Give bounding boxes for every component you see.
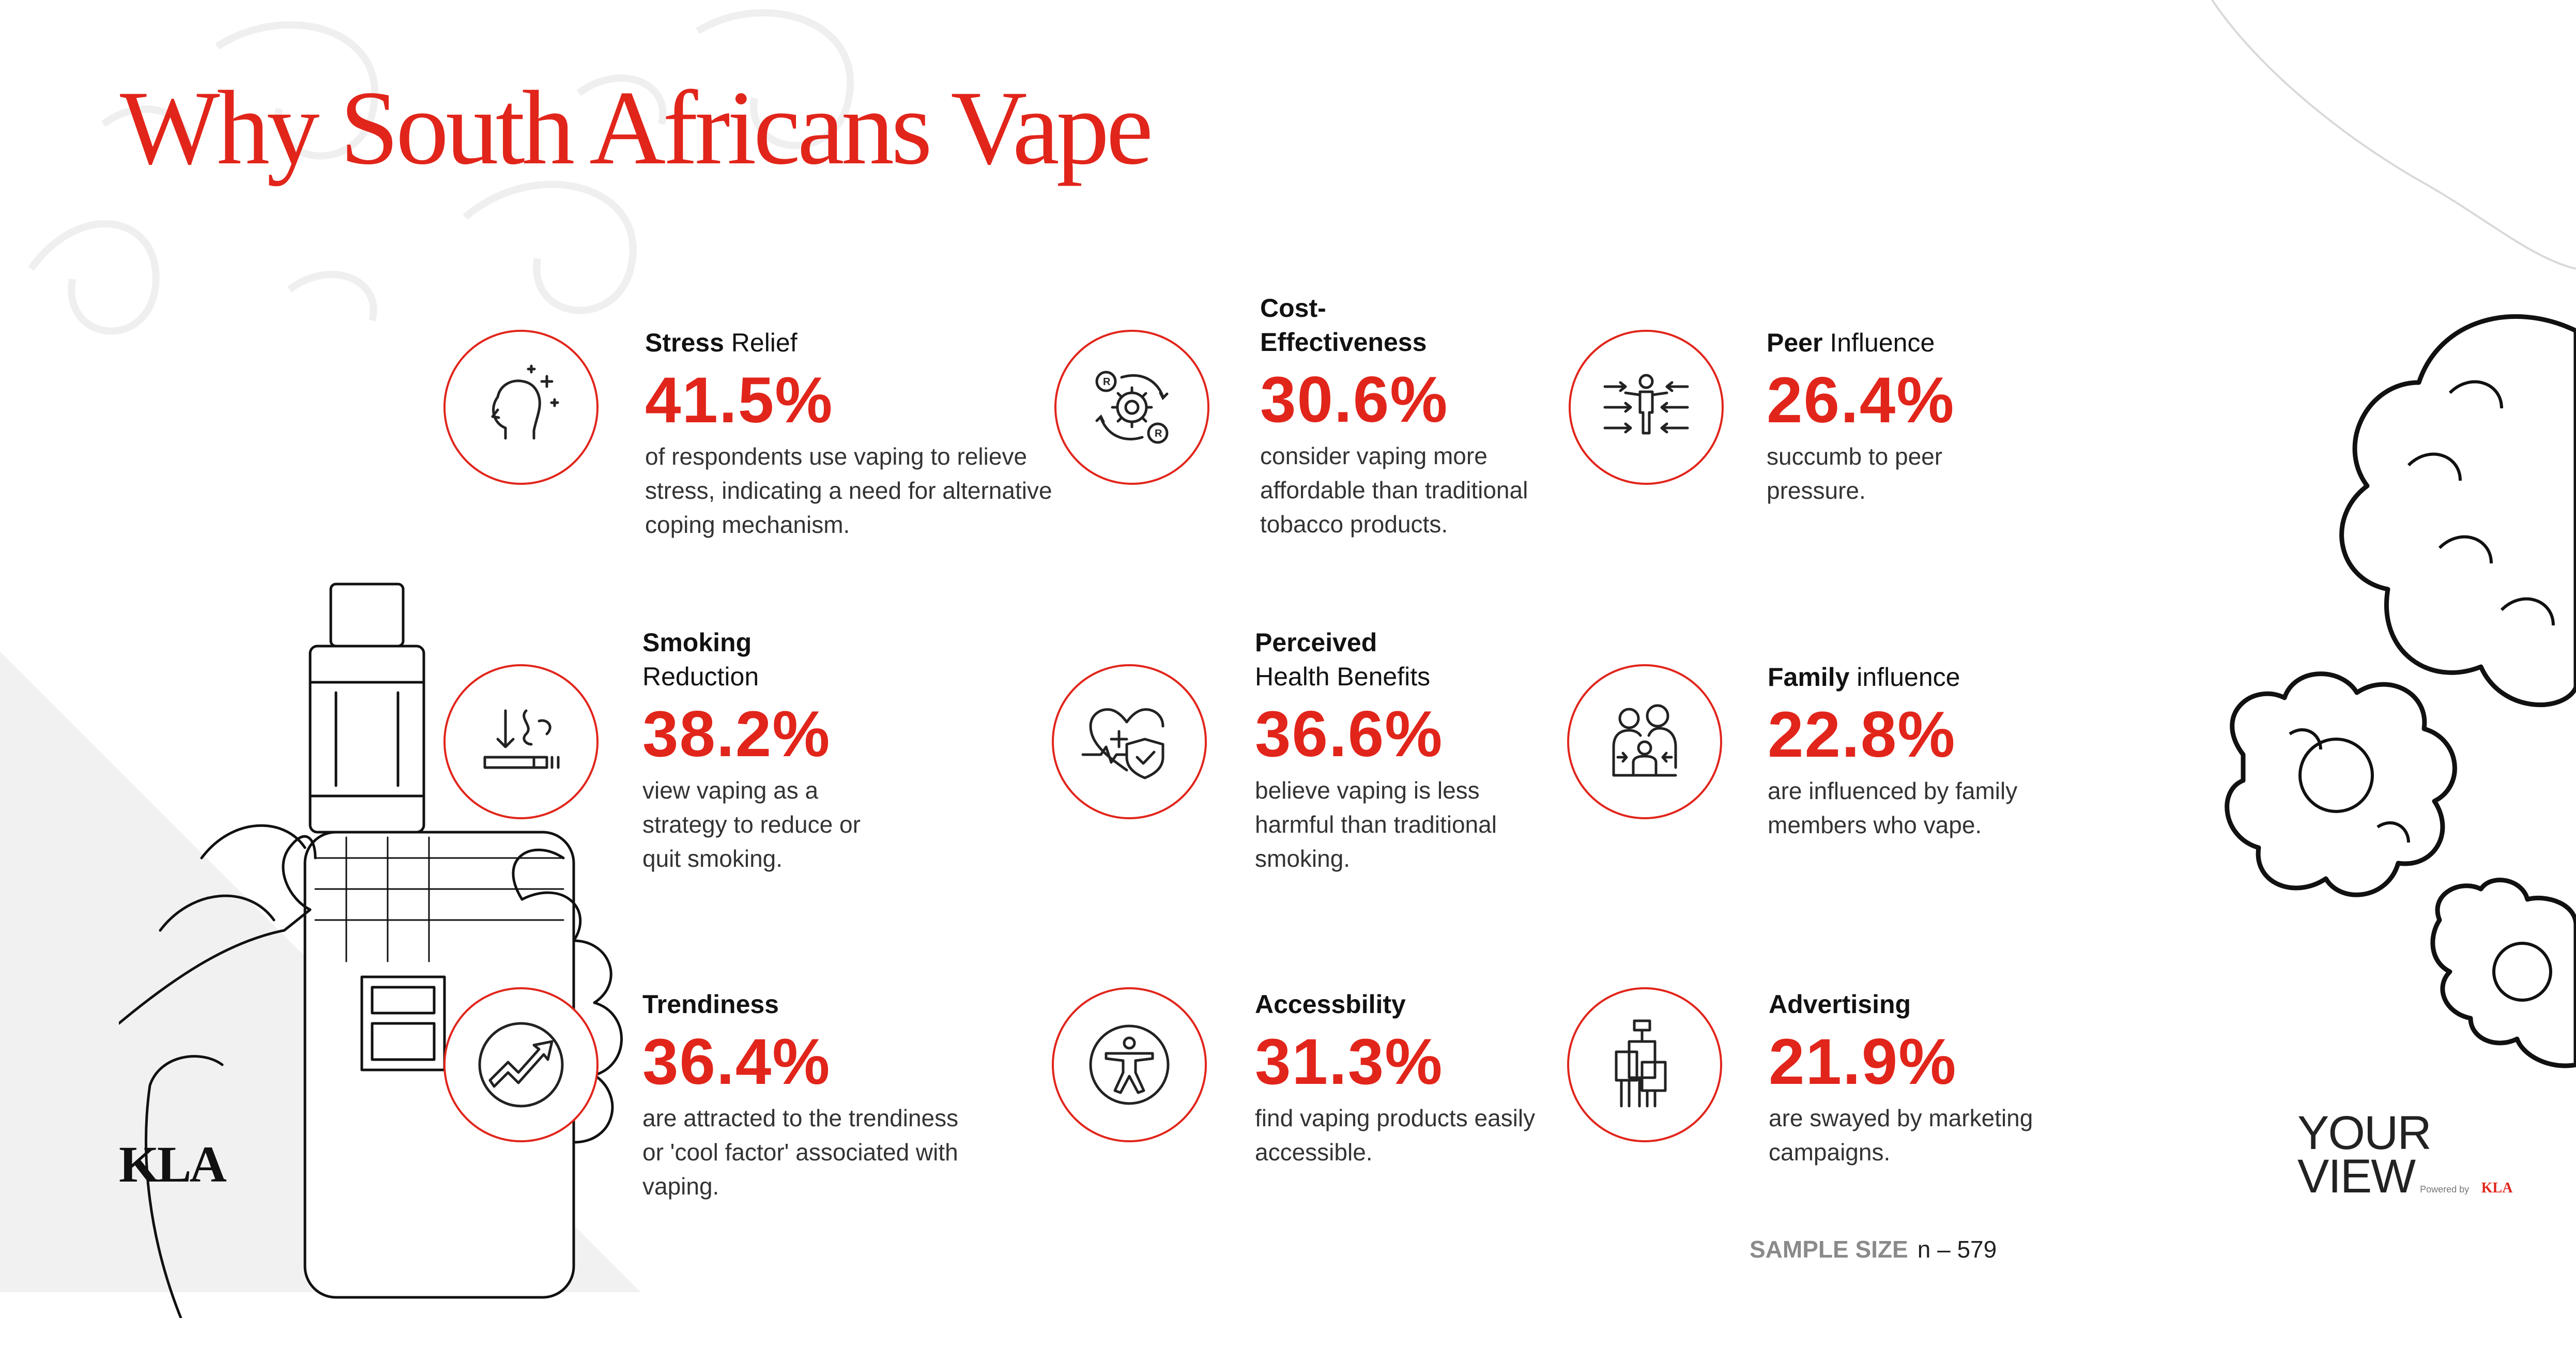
sample-size-label: SAMPLE SIZE — [1750, 1236, 1908, 1263]
cigarette-smoke-icon — [443, 664, 599, 819]
heart-shield-icon — [1052, 664, 1207, 819]
background-pattern — [28, 9, 854, 335]
yourview-powered: Powered by — [2420, 1184, 2470, 1194]
stat-value: 21.9% — [1769, 1026, 1957, 1098]
signboard-icon — [1567, 987, 1722, 1142]
stat-value: 41.5% — [645, 364, 834, 436]
stat-value: 31.3% — [1255, 1026, 1444, 1098]
stat-description: consider vaping more affordable than tra… — [1260, 442, 1528, 538]
person-arrows-icon — [1569, 330, 1724, 485]
accessibility-icon — [1052, 987, 1207, 1142]
stat-value: 36.4% — [642, 1026, 831, 1098]
stat-label: Smoking Reduction — [642, 628, 759, 691]
head-sparkle-icon — [443, 330, 599, 485]
stat-description: view vaping as a strategy to reduce or q… — [642, 777, 861, 872]
stat-description: are swayed by marketing campaigns. — [1769, 1105, 2033, 1166]
yourview-logo: YOUR VIEW Powered by KLA — [2297, 1109, 2513, 1211]
stat-label: Cost-Effectiveness — [1260, 294, 1427, 357]
stat-value: 38.2% — [642, 698, 831, 770]
yourview-line1: YOUR — [2297, 1107, 2432, 1159]
stat-label: Advertising — [1769, 990, 1911, 1019]
family-icon — [1567, 664, 1722, 819]
svg-text:R: R — [1155, 428, 1162, 439]
stat-description: succumb to peer pressure. — [1767, 443, 1943, 504]
svg-text:R: R — [1103, 376, 1111, 388]
stat-label: Stress Relief — [645, 328, 798, 357]
stat-description: of respondents use vaping to relieve str… — [645, 443, 1052, 538]
stat-description: are attracted to the trendiness or 'cool… — [642, 1105, 959, 1200]
gear-exchange-icon: R R — [1054, 330, 1209, 485]
stat-value: 22.8% — [1768, 699, 1956, 771]
stat-label: Family influence — [1768, 663, 1960, 692]
yourview-line2: VIEW — [2297, 1150, 2416, 1203]
page-title: Why South Africans Vape — [120, 69, 1153, 187]
stat-label: Trendiness — [642, 990, 779, 1019]
stat-description: are influenced by family members who vap… — [1768, 777, 2018, 838]
stat-label: Peer Influence — [1767, 328, 1935, 357]
yourview-brand: KLA — [2481, 1180, 2513, 1196]
kla-logo: KLA — [119, 1136, 227, 1193]
stat-label: Perceived Health Benefits — [1255, 628, 1431, 691]
stat-value: 36.6% — [1255, 698, 1444, 770]
stat-label: Accessbility — [1255, 990, 1406, 1019]
stat-description: believe vaping is less harmful than trad… — [1255, 777, 1497, 872]
trend-arrow-icon — [443, 987, 599, 1142]
stat-value: 26.4% — [1767, 364, 1955, 436]
sample-size-value: n – 579 — [1917, 1236, 1997, 1263]
vape-hand-illustration — [119, 583, 623, 1318]
stat-value: 30.6% — [1260, 364, 1449, 436]
stat-description: find vaping products easily accessible. — [1255, 1105, 1536, 1166]
sample-size: SAMPLE SIZE n – 579 — [1750, 1235, 1997, 1263]
brain-illustrations — [2211, 0, 2576, 1068]
